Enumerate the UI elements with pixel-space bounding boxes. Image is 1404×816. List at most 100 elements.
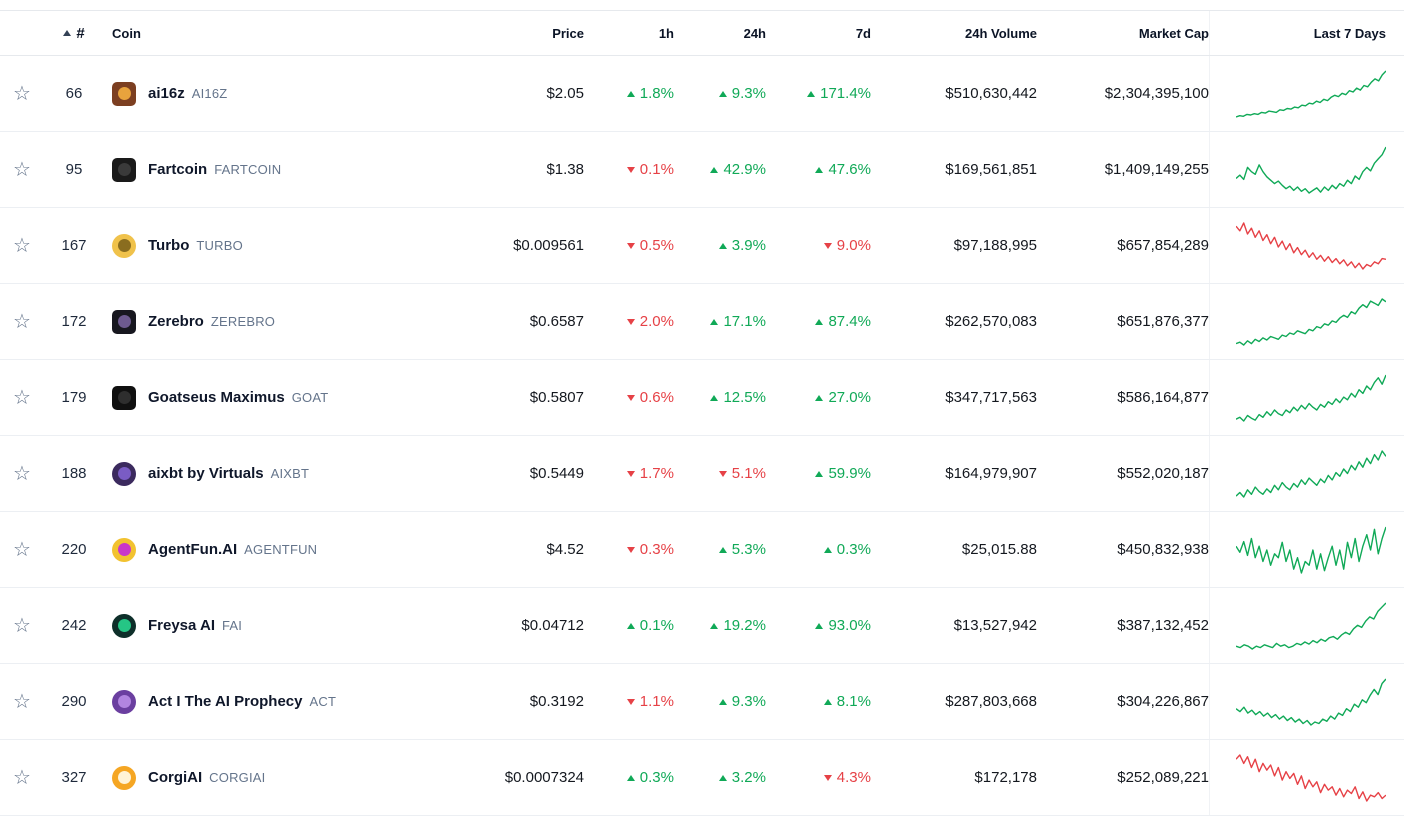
change-24h-value: 42.9% [723,161,766,178]
coin-cell[interactable]: aixbt by Virtuals AIXBT [104,461,344,486]
change-1h-value: 0.3% [639,769,674,786]
coin-cell[interactable]: Freysa AI FAI [104,613,344,638]
coin-name: AgentFun.AI [148,541,238,558]
coin-cell[interactable]: CorgiAI CORGIAI [104,765,344,790]
change-direction-icon [718,546,727,553]
header-1h[interactable]: 1h [658,25,674,41]
watchlist-cell: ☆ [0,312,44,332]
header-coin[interactable]: Coin [112,25,141,41]
watchlist-star-icon[interactable]: ☆ [13,310,31,333]
change-7d-value: 4.3% [836,769,871,786]
coin-cell[interactable]: Goatseus Maximus GOAT [104,385,344,410]
change-7d-value: 171.4% [820,85,871,102]
table-row[interactable]: ☆ 66 ai16z AI16Z $2.05 1.8% 9.3% 171.4% … [0,56,1404,132]
last-7-days-sparkline [1236,602,1386,650]
market-cap: $252,089,221 [1117,769,1209,786]
header-24h-volume[interactable]: 24h Volume [964,25,1037,41]
watchlist-cell: ☆ [0,616,44,636]
coin-icon-glyph [117,87,131,100]
change-1h-value: 2.0% [639,313,674,330]
table-row[interactable]: ☆ 179 Goatseus Maximus GOAT $0.5807 0.6%… [0,360,1404,436]
change-1h: 2.0% [584,313,674,330]
sparkline-cell [1209,56,1404,131]
coin-icon [112,157,136,182]
coin-rank: 242 [44,617,104,634]
coin-name: ai16z [148,85,185,102]
change-24h-value: 9.3% [731,85,766,102]
coin-rank: 95 [44,161,104,178]
watchlist-star-icon[interactable]: ☆ [13,386,31,409]
coin-symbol: FARTCOIN [214,162,282,177]
sparkline-cell [1209,740,1404,815]
change-direction-icon [815,470,824,477]
coin-cell[interactable]: Fartcoin FARTCOIN [104,157,344,182]
coin-rank: 172 [44,313,104,330]
change-24h-value: 3.9% [731,237,766,254]
last-7-days-sparkline [1236,753,1386,802]
coin-name: Freysa AI [148,617,215,634]
coin-rank-value: 179 [61,389,87,406]
watchlist-star-icon[interactable]: ☆ [13,538,31,561]
table-row[interactable]: ☆ 242 Freysa AI FAI $0.04712 0.1% 19.2% … [0,588,1404,664]
coin-price: $0.3192 [529,693,584,710]
coin-name: Goatseus Maximus [148,389,285,406]
market-cap: $304,226,867 [1117,693,1209,710]
volume-24h: $13,527,942 [953,617,1037,634]
watchlist-cell: ☆ [0,388,44,408]
header-7d[interactable]: 7d [855,25,871,41]
last-7-days-sparkline [1236,374,1386,422]
watchlist-star-icon[interactable]: ☆ [13,614,31,637]
watchlist-star-icon[interactable]: ☆ [13,690,31,713]
coin-icon [112,613,136,638]
change-direction-icon [626,90,635,97]
watchlist-star-icon[interactable]: ☆ [13,462,31,485]
coin-cell[interactable]: Zerebro ZEREBRO [104,309,344,334]
table-row[interactable]: ☆ 188 aixbt by Virtuals AIXBT $0.5449 1.… [0,436,1404,512]
watchlist-star-icon[interactable]: ☆ [13,766,31,789]
coin-symbol: TURBO [196,238,243,253]
header-price[interactable]: Price [552,25,584,41]
last-7-days-sparkline [1236,221,1386,270]
change-24h: 17.1% [674,313,766,330]
coin-name: Act I The AI Prophecy [148,693,303,710]
coin-rank: 66 [44,85,104,102]
change-1h: 0.6% [584,389,674,406]
coin-cell[interactable]: Act I The AI Prophecy ACT [104,689,344,714]
coin-cell[interactable]: ai16z AI16Z [104,81,344,106]
watchlist-cell: ☆ [0,768,44,788]
change-direction-icon [718,774,727,781]
coin-price: $0.009561 [513,237,584,254]
market-cap: $2,304,395,100 [1104,85,1209,102]
watchlist-star-icon[interactable]: ☆ [13,82,31,105]
change-direction-icon [626,242,635,249]
coin-rank-value: 220 [61,541,87,558]
header-24h[interactable]: 24h [743,25,766,41]
change-direction-icon [815,622,824,629]
coin-name: Zerebro [148,313,204,330]
coin-rank-value: 290 [61,693,87,710]
table-row[interactable]: ☆ 220 AgentFun.AI AGENTFUN $4.52 0.3% 5.… [0,512,1404,588]
coin-cell[interactable]: Turbo TURBO [104,233,344,258]
table-row[interactable]: ☆ 95 Fartcoin FARTCOIN $1.38 0.1% 42.9% … [0,132,1404,208]
change-24h-value: 5.3% [731,541,766,558]
table-row[interactable]: ☆ 167 Turbo TURBO $0.009561 0.5% 3.9% 9.… [0,208,1404,284]
change-24h: 9.3% [674,85,766,102]
watchlist-cell: ☆ [0,540,44,560]
coin-price: $2.05 [546,85,584,102]
table-row[interactable]: ☆ 290 Act I The AI Prophecy ACT $0.3192 … [0,664,1404,740]
table-row[interactable]: ☆ 172 Zerebro ZEREBRO $0.6587 2.0% 17.1%… [0,284,1404,360]
coin-symbol: AGENTFUN [244,542,318,557]
coin-cell[interactable]: AgentFun.AI AGENTFUN [104,537,344,562]
change-24h: 42.9% [674,161,766,178]
change-1h: 1.8% [584,85,674,102]
header-rank[interactable]: # [44,25,104,42]
watchlist-star-icon[interactable]: ☆ [13,234,31,257]
change-7d: 47.6% [766,161,871,178]
last-7-days-sparkline [1236,70,1386,118]
table-row[interactable]: ☆ 327 CorgiAI CORGIAI $0.0007324 0.3% 3.… [0,740,1404,816]
last-7-days-sparkline [1236,678,1386,726]
coin-price: $0.5449 [529,465,584,482]
header-market-cap[interactable]: Market Cap [1138,25,1209,41]
watchlist-star-icon[interactable]: ☆ [13,158,31,181]
change-7d: 0.3% [766,541,871,558]
